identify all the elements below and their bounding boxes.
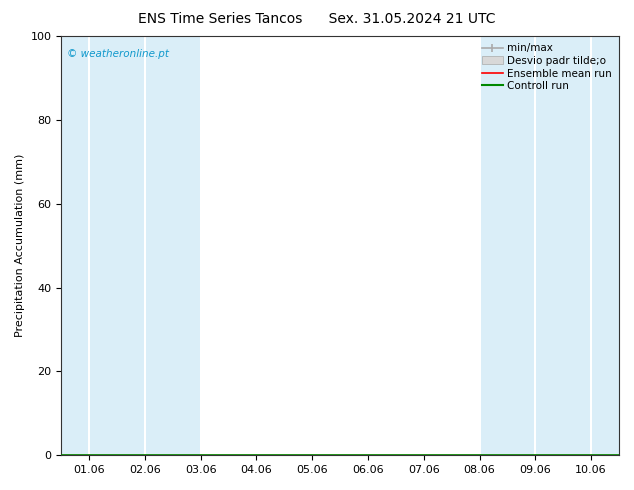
Bar: [90, 36, 144, 455]
Bar: [536, 36, 590, 455]
Y-axis label: Precipitation Accumulation (mm): Precipitation Accumulation (mm): [15, 154, 25, 338]
Bar: [481, 36, 534, 455]
Bar: [61, 36, 88, 455]
Text: © weatheronline.pt: © weatheronline.pt: [67, 49, 169, 59]
Bar: [592, 36, 619, 455]
Bar: [146, 36, 200, 455]
Legend: min/max, Desvio padr tilde;o, Ensemble mean run, Controll run: min/max, Desvio padr tilde;o, Ensemble m…: [480, 41, 614, 93]
Text: ENS Time Series Tancos      Sex. 31.05.2024 21 UTC: ENS Time Series Tancos Sex. 31.05.2024 2…: [138, 12, 496, 26]
